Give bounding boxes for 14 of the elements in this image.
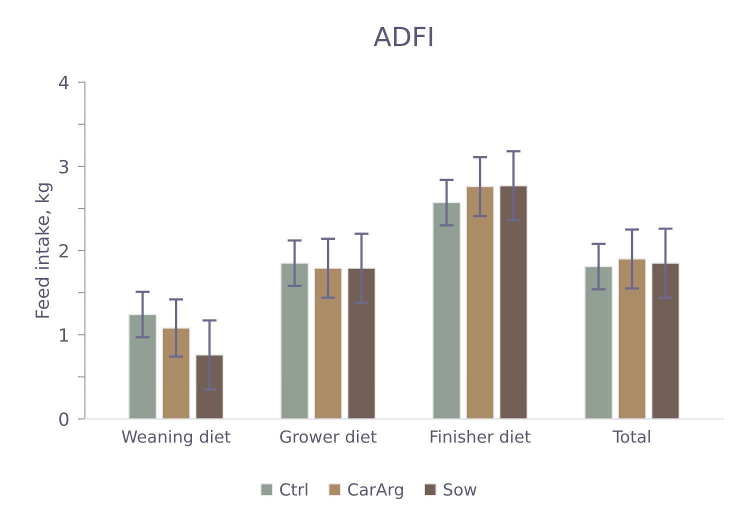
- y-tick-label: 4: [58, 76, 69, 90]
- x-tick-label: Weaning diet: [122, 430, 230, 446]
- legend-label: Sow: [444, 483, 476, 496]
- chart-title: ADFI: [374, 26, 432, 46]
- y-tick-label: 2: [59, 244, 68, 258]
- y-tick-label: 0: [59, 412, 68, 426]
- legend-label: CarArg: [348, 483, 403, 499]
- legend-label: Ctrl: [280, 482, 308, 496]
- y-tick-label: 3: [59, 160, 68, 174]
- y-tick-label: 1: [60, 328, 68, 342]
- x-tick-label: Finisher diet: [430, 430, 531, 443]
- x-tick-label: Grower diet: [280, 430, 376, 443]
- x-tick-label: Total: [612, 430, 650, 443]
- y-axis-title: Feed intake, kg: [35, 183, 53, 318]
